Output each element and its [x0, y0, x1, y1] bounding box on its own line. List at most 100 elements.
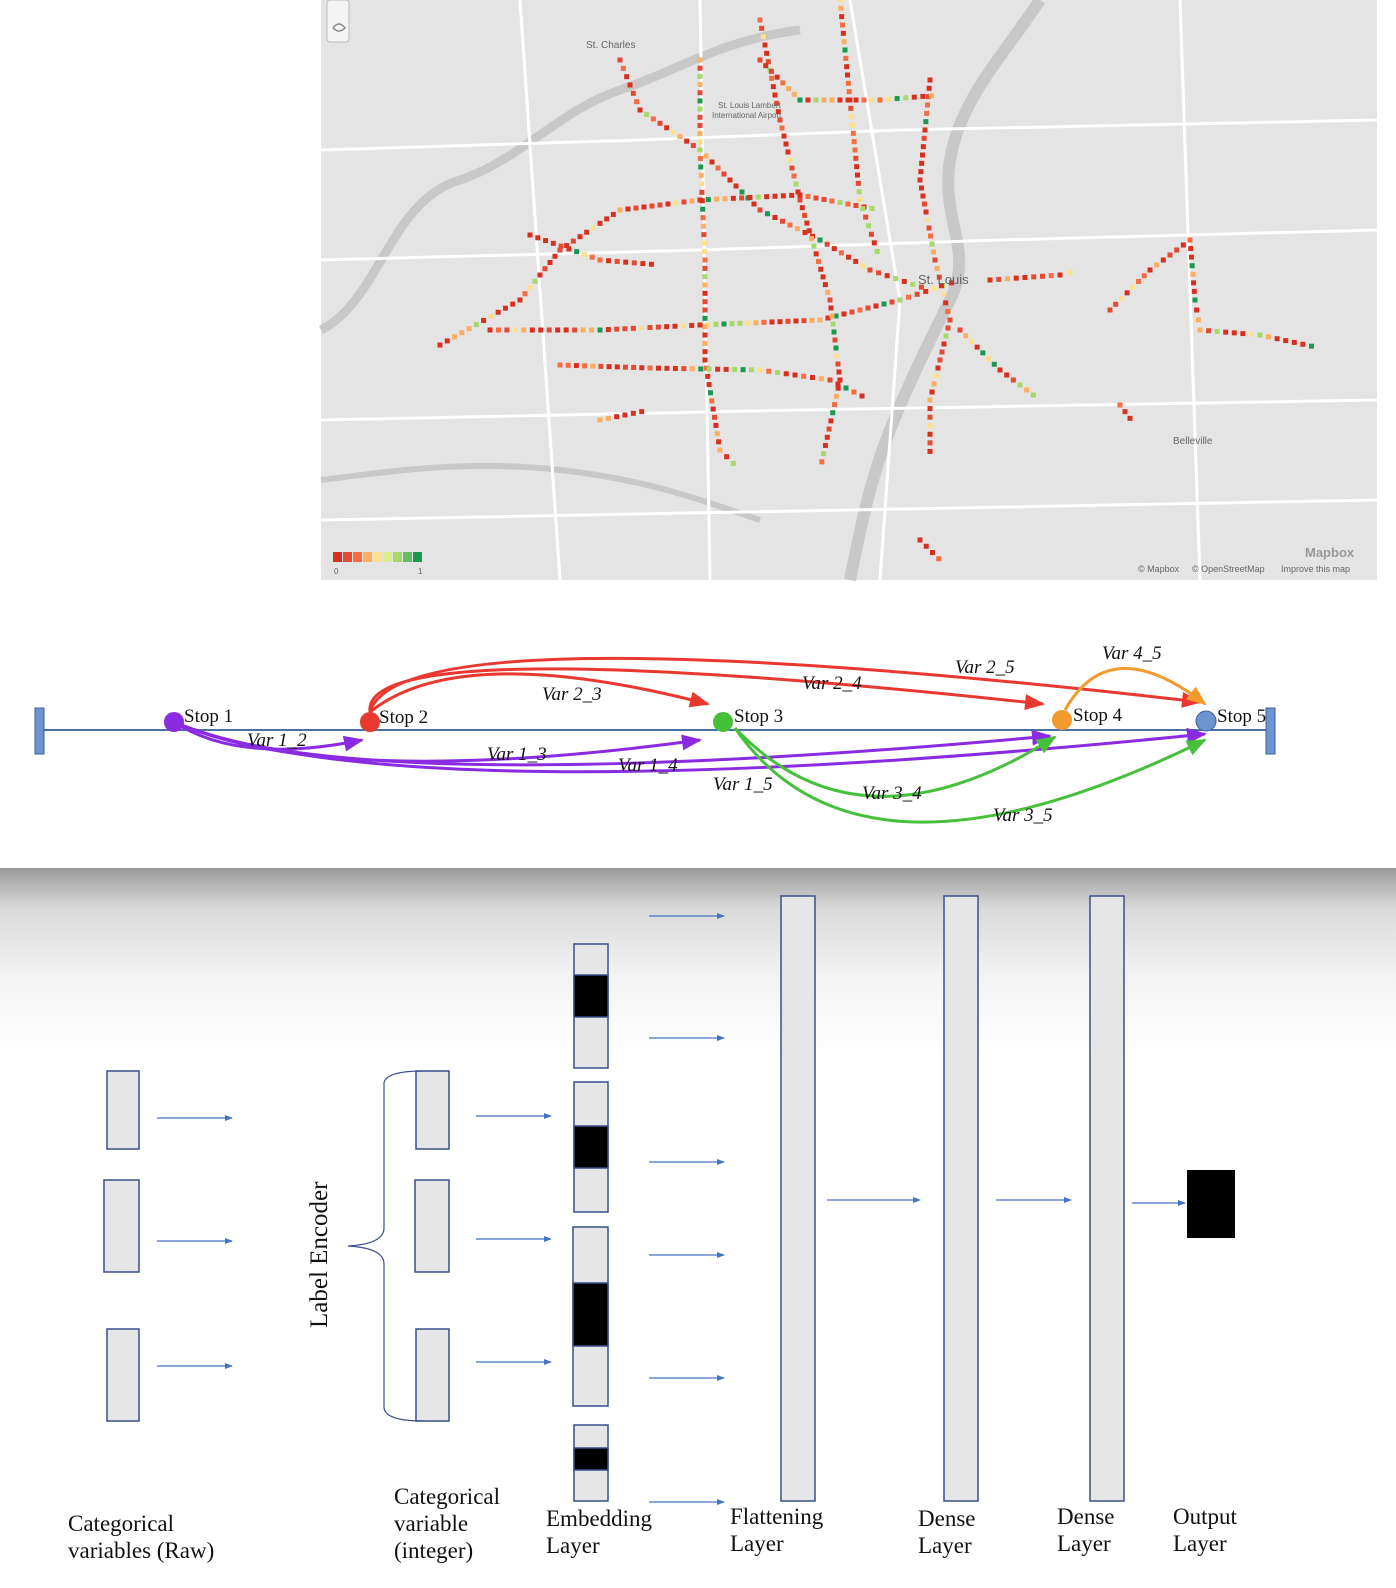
heat-segment: [768, 68, 774, 74]
heat-segment: [779, 125, 785, 131]
heat-segment: [1017, 382, 1023, 388]
map-background[interactable]: [321, 0, 1377, 580]
heat-segment: [527, 285, 533, 290]
heat-segment: [437, 342, 443, 348]
heat-segment: [835, 361, 841, 367]
heat-segment: [717, 447, 723, 453]
stop-1-node[interactable]: [164, 712, 184, 732]
embedding-vectors: [572, 943, 609, 1502]
map-toolbar[interactable]: [326, 0, 350, 43]
stop-3-node[interactable]: [713, 712, 733, 732]
heat-segment: [510, 301, 516, 307]
heat-segment: [495, 327, 501, 333]
heat-segment: [697, 147, 703, 153]
stop-4-node[interactable]: [1052, 710, 1072, 730]
heat-segment: [584, 229, 590, 235]
heat-segment: [597, 220, 603, 226]
heat-segment: [697, 57, 703, 63]
embedding-active-cell-4: [573, 1447, 609, 1471]
heat-segment: [699, 181, 705, 187]
heat-segment: [1180, 242, 1186, 248]
heat-segment: [818, 376, 824, 382]
heat-segment: [931, 249, 936, 255]
heat-segment: [845, 72, 850, 78]
heat-segment: [1174, 247, 1180, 253]
heat-segment: [647, 325, 653, 330]
heat-segment: [1136, 278, 1142, 284]
heat-segment: [815, 259, 821, 265]
improve-map-link[interactable]: Improve this map: [1281, 564, 1350, 574]
heat-segment: [935, 365, 941, 371]
heat-segment: [702, 257, 708, 263]
heat-segment: [1291, 339, 1297, 345]
heat-segment: [700, 223, 706, 229]
heat-segment: [702, 332, 708, 338]
raw-variable-box-3: [106, 1328, 140, 1422]
heat-segment: [871, 240, 877, 246]
heat-segment: [826, 426, 832, 432]
heat-segment: [833, 393, 839, 399]
heat-segment: [550, 240, 556, 246]
place-label-belleville: Belleville: [1173, 436, 1213, 447]
heat-segment: [487, 327, 493, 333]
arc-var-1-5: [173, 720, 1207, 774]
heat-segment: [911, 94, 917, 100]
heat-segment: [797, 97, 803, 103]
heat-segment: [538, 327, 544, 333]
heat-segment: [861, 97, 867, 103]
heat-segment: [764, 194, 770, 200]
heat-segment: [927, 397, 933, 403]
heat-segment: [987, 277, 993, 283]
heat-segment: [702, 290, 708, 296]
heat-segment: [867, 267, 873, 273]
heat-segment: [824, 241, 830, 247]
caption-dense-layer-1: Dense Layer: [918, 1506, 976, 1558]
heat-segment: [689, 366, 695, 372]
stop-5-node[interactable]: [1195, 710, 1217, 732]
route-start-terminal: [34, 707, 45, 755]
heat-segment: [835, 381, 841, 387]
heat-segment: [565, 362, 571, 368]
place-label-airport-1: St. Louis Lambert: [718, 101, 781, 110]
heat-segment: [1192, 297, 1198, 303]
heat-segment: [622, 412, 628, 418]
heat-segment: [702, 265, 708, 271]
heat-segment: [801, 318, 807, 324]
heat-segment: [1189, 263, 1195, 269]
heat-segment: [927, 431, 933, 437]
lasso-icon[interactable]: [332, 23, 346, 32]
heat-segment: [851, 389, 857, 395]
heat-segment: [772, 92, 778, 98]
heat-segment: [713, 422, 719, 428]
heat-segment: [589, 254, 595, 260]
heat-segment: [901, 278, 907, 284]
heat-segment: [702, 340, 708, 346]
heat-segment: [557, 362, 563, 368]
heat-segment: [931, 286, 937, 292]
heat-segment: [910, 281, 916, 287]
heat-segment: [931, 381, 937, 387]
map-svg: St. Charles St. Louis Lambert Internatio…: [318, 0, 1378, 582]
label-var-1-4: Var 1_4: [618, 755, 678, 776]
heat-segment: [543, 238, 549, 244]
heat-segment: [927, 406, 933, 412]
arc-var-4-5: [1063, 667, 1207, 711]
heat-segment: [918, 284, 924, 290]
heat-segment: [481, 317, 487, 323]
heat-segment: [797, 192, 803, 198]
heat-segment: [580, 327, 586, 333]
heat-segment: [1127, 415, 1133, 421]
mapbox-logo[interactable]: Mapbox: [1305, 545, 1355, 560]
stop-2-node[interactable]: [360, 712, 380, 732]
heat-segment: [581, 251, 587, 257]
integer-variable-box-1: [415, 1070, 450, 1150]
heat-segment: [739, 195, 745, 201]
heat-segment: [855, 180, 861, 186]
heat-segment: [631, 364, 637, 370]
heat-segment: [703, 365, 709, 371]
stop-5-label: Stop 5: [1217, 706, 1266, 727]
attribution-osm-link[interactable]: © OpenStreetMap: [1192, 564, 1265, 574]
heat-segment: [624, 74, 630, 80]
heat-segment: [1191, 280, 1197, 286]
attribution-mapbox-link[interactable]: © Mapbox: [1138, 564, 1180, 574]
